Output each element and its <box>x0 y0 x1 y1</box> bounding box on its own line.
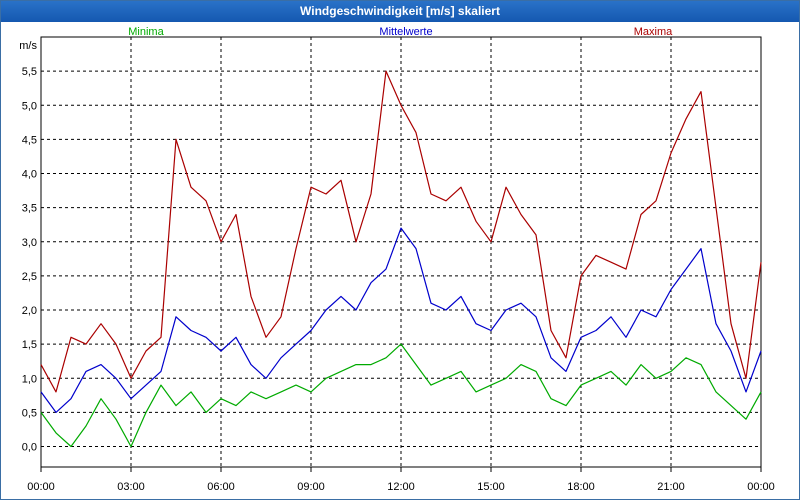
x-tick-date: 11.11.19 <box>200 498 241 499</box>
x-tick-date: 11.11.19 <box>560 498 601 499</box>
plot-area <box>40 36 762 468</box>
y-tick-label: 1,0 <box>22 373 37 385</box>
y-tick-label: 5,0 <box>22 100 37 112</box>
x-tick-time: 18:00 <box>567 481 595 493</box>
legend-maxima: Maxima <box>634 26 673 38</box>
series-line-mittelwerte <box>40 227 762 413</box>
legend-minima: Minima <box>128 26 164 38</box>
x-tick-time: 15:00 <box>477 481 505 493</box>
x-tick-time: 12:00 <box>387 481 415 493</box>
y-tick-label: 2,0 <box>22 305 37 317</box>
y-tick-label: 5,5 <box>22 66 37 78</box>
x-tick-time: 06:00 <box>207 481 235 493</box>
y-tick-label: 0,5 <box>22 407 37 419</box>
chart-plot: 0,0 0,5 1,0 1,5 2,0 2,5 3,0 3,5 4,0 4,5 5,0 5,5 m/s 0… <box>19 26 782 499</box>
x-tick-date: 11.11.19 <box>20 498 61 499</box>
y-tick-label: 2,5 <box>22 271 37 283</box>
x-tick-date: 11.11.19 <box>110 498 151 499</box>
y-tick-label: 4,0 <box>22 169 37 181</box>
y-tick-label: 3,0 <box>22 237 37 249</box>
legend-mittelwerte: Mittelwerte <box>379 26 432 38</box>
y-tick-label: 4,5 <box>22 134 37 146</box>
chart-title: Windgeschwindigkeit [m/s] skaliert <box>1 1 799 22</box>
y-tick-label: 1,5 <box>22 339 37 351</box>
series-line-minima <box>40 343 762 448</box>
x-tick-time: 21:00 <box>657 481 685 493</box>
x-tick-time: 03:00 <box>117 481 145 493</box>
x-tick-date: 11.11.19 <box>290 498 331 499</box>
x-tick-date: 11.11.19 <box>380 498 421 499</box>
x-tick-date: 11.11.19 <box>470 498 511 499</box>
x-tick-time: 00:00 <box>27 481 55 493</box>
x-tick-time: 00:00 <box>747 481 775 493</box>
series-line-maxima <box>40 70 762 393</box>
y-axis-label: m/s <box>19 40 37 52</box>
y-tick-label: 3,5 <box>22 203 37 215</box>
x-tick-time: 09:00 <box>297 481 325 493</box>
x-tick-date: 11.11.19 <box>650 498 691 499</box>
y-tick-label: 0,0 <box>22 442 37 454</box>
x-tick-date: 12.11.19 <box>740 498 782 499</box>
